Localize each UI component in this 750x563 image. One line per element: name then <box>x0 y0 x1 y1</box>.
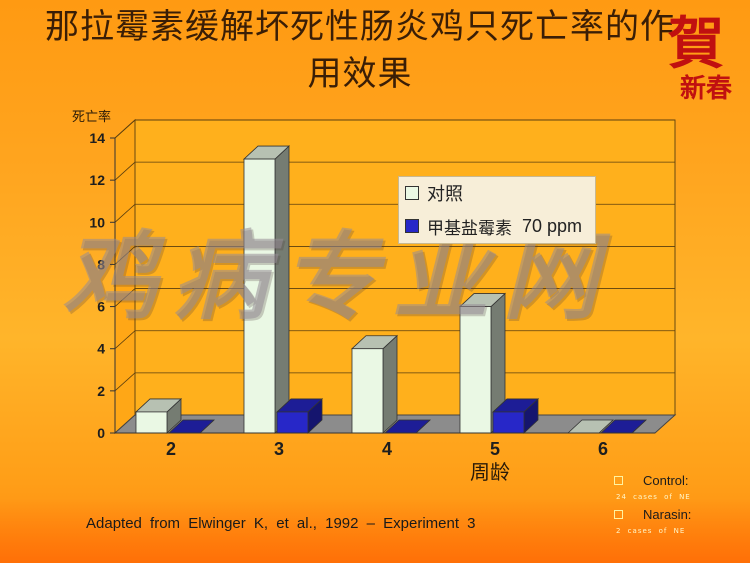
legend-label-narasin: 甲基盐霉素 <box>427 218 512 239</box>
x-tick-label: 2 <box>166 439 176 459</box>
legend-label-dose: 70 ppm <box>522 215 583 236</box>
x-tick-label: 5 <box>490 439 500 459</box>
legend-label-control: 对照 <box>427 184 463 205</box>
legend-swatch-control <box>405 186 419 200</box>
chart-side-wall <box>114 118 136 435</box>
note-narasin-label: Narasin: <box>643 506 692 522</box>
legend-swatch-narasin <box>405 219 419 233</box>
bar-control-2-front <box>135 411 168 434</box>
note-control-label: Control: <box>643 472 689 488</box>
seal-char: 賀 <box>668 11 724 77</box>
gridline <box>114 119 675 139</box>
legend-item-narasin: 甲基盐霉素 70 ppm <box>405 213 582 239</box>
bar-control-3 <box>242 145 291 434</box>
bar-control-5 <box>458 292 507 434</box>
y-tick-label: 4 <box>97 341 105 357</box>
source-citation: Adapted from Elwinger K, et al., 1992 – … <box>86 515 476 532</box>
bottom-glow <box>0 498 750 563</box>
case-notes: Control: 24 cases of NE Narasin: 2 cases… <box>614 470 744 538</box>
y-axis-label: 死亡率 <box>72 110 112 125</box>
y-tick-label: 8 <box>97 256 105 272</box>
y-tick-label: 12 <box>89 172 105 188</box>
bar-control-2 <box>134 398 183 434</box>
y-tick-label: 0 <box>97 425 105 441</box>
bar-control-5-front <box>459 306 492 434</box>
bar-control-3-front <box>243 158 276 434</box>
chart-legend: 对照 甲基盐霉素 70 ppm <box>398 176 596 244</box>
bar-control-4-front <box>351 348 384 434</box>
x-axis-label: 周龄 <box>470 460 510 484</box>
chart-back-wall <box>134 119 676 416</box>
y-tick-label: 14 <box>89 130 105 146</box>
y-tick-label: 6 <box>97 299 105 315</box>
y-tick-label: 2 <box>97 383 105 399</box>
y-tick-label: 10 <box>89 214 105 230</box>
gridline <box>114 246 675 265</box>
note-narasin: Narasin: <box>614 504 744 524</box>
note-narasin-sub: 2 cases of NE <box>616 527 686 535</box>
bar-control-3-side <box>274 145 290 434</box>
gridline <box>114 161 675 181</box>
gridline <box>114 288 675 307</box>
note-bullet-box <box>614 475 623 485</box>
bar-narasin-5-front <box>492 411 525 434</box>
x-tick-label: 4 <box>382 439 392 459</box>
x-tick-label: 6 <box>598 439 608 459</box>
x-tick-label: 3 <box>274 439 284 459</box>
seal-sub: 新春 <box>680 74 733 104</box>
new-year-seal: 賀 新春 <box>650 14 742 124</box>
bar-control-4-side <box>382 334 398 434</box>
note-control: Control: <box>614 470 744 490</box>
note-bullet-box <box>614 509 623 519</box>
note-control-sub: 24 cases of NE <box>616 493 691 501</box>
legend-item-control: 对照 <box>405 180 463 206</box>
bar-narasin-3-front <box>276 411 309 434</box>
slide-title: 那拉霉素缓解坏死性肠炎鸡只死亡率的作用效果 <box>45 7 675 94</box>
bar-control-4 <box>350 334 399 434</box>
bar-narasin-5 <box>491 398 540 434</box>
